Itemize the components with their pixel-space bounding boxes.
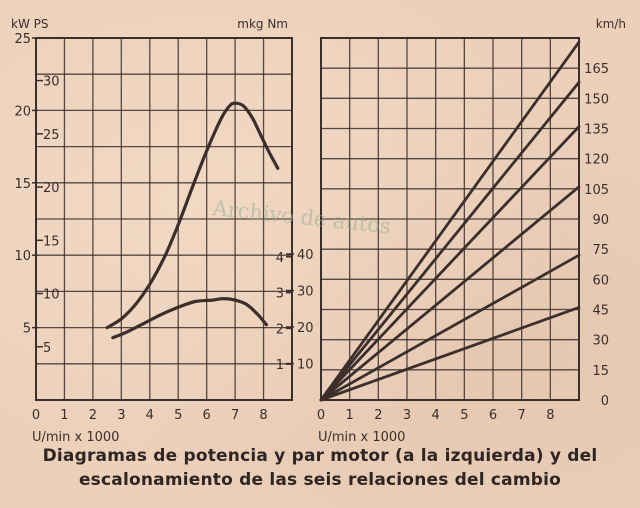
x-axis-label: U/min x 1000 [318,430,405,444]
ps-tick-label: 20 [43,181,60,196]
mkg-tick-label: 3 [276,287,284,302]
kw-tick-label: 20 [14,104,31,119]
ps-tick-label: 25 [43,128,60,143]
kw-tick-label: 15 [14,177,31,192]
x-tick-label: 3 [403,408,411,423]
figure-caption: Diagramas de potencia y par motor (a la … [0,444,640,492]
x-axis-label: U/min x 1000 [32,430,119,444]
nm-tick-label: 30 [297,285,314,300]
y-tick-label: 30 [592,334,609,349]
gear-line-5 [319,80,581,402]
torque-curve [111,296,268,340]
x-tick-label: 2 [374,408,382,423]
y-tick-label: 120 [584,153,609,168]
nm-tick-label: 20 [297,321,314,336]
plot-frame [320,37,580,401]
x-tick-label: 8 [259,408,267,423]
mkg-tick-label: 4 [276,251,284,266]
kw-tick-label: 5 [23,322,31,337]
x-tick-label: 6 [203,408,211,423]
kw-tick-label: 10 [14,249,31,264]
y-tick-label: 0 [601,394,609,409]
power-curve [105,101,280,330]
y-tick-label: 165 [584,62,609,77]
x-tick-label: 6 [489,408,497,423]
x-tick-label: 1 [346,408,354,423]
gear-speed-chart: 0 1 2 3 4 5 6 7 8U/min x 1000km/h015304560759010… [317,17,626,444]
left-axis-unit-label: kW PS [11,17,48,31]
mkg-tick-label: 2 [276,322,284,337]
power-torque-chart: 0 1 2 3 4 5 6 7 8 U/min x 1000 kW PS 5 10 15 20 25 5 10 15… [11,17,314,444]
ps-tick-label: 10 [43,288,60,303]
x-tick-label: 7 [231,408,239,423]
x-tick-label: 0 [317,408,325,423]
gear-line-6 [319,40,581,402]
y-tick-label: 75 [592,243,609,258]
y-tick-label: 60 [592,273,609,288]
gear-line-3 [319,185,581,402]
gear-line-2 [319,253,581,402]
ps-tick-label: 15 [43,234,60,249]
gear-line-4 [319,125,581,402]
y-tick-label: 135 [584,123,609,138]
x-tick-label: 5 [460,408,468,423]
caption-line-2: escalonamiento de las seis relaciones de… [78,470,562,490]
y-tick-label: 45 [592,304,609,319]
nm-tick-label: 40 [297,248,314,263]
y-axis-unit-label: km/h [596,17,626,31]
ps-tick-label: 5 [43,341,51,356]
x-tick-label: 4 [146,408,154,423]
x-tick-label: 4 [432,408,440,423]
x-tick-label: 2 [89,408,97,423]
ps-tick-label: 30 [43,75,60,90]
kw-tick-label: 25 [14,32,31,47]
x-tick-label: 7 [518,408,526,423]
y-tick-label: 90 [592,213,609,228]
y-tick-label: 15 [592,364,609,379]
caption-line-1: Diagramas de potencia y par motor (a la … [42,446,598,466]
x-tick-label: 8 [546,408,554,423]
y-tick-label: 150 [584,92,609,107]
x-tick-label: 3 [117,408,125,423]
y-tick-label: 105 [584,183,609,198]
x-tick-label: 5 [174,408,182,423]
plot-frame [35,37,293,401]
x-tick-label: 1 [60,408,68,423]
x-tick-label: 0 [32,408,40,423]
gear-line-1 [319,306,581,402]
mkg-tick-label: 1 [276,358,284,373]
right-axis-unit-label: mkg Nm [237,17,288,31]
nm-tick-label: 10 [297,358,314,373]
